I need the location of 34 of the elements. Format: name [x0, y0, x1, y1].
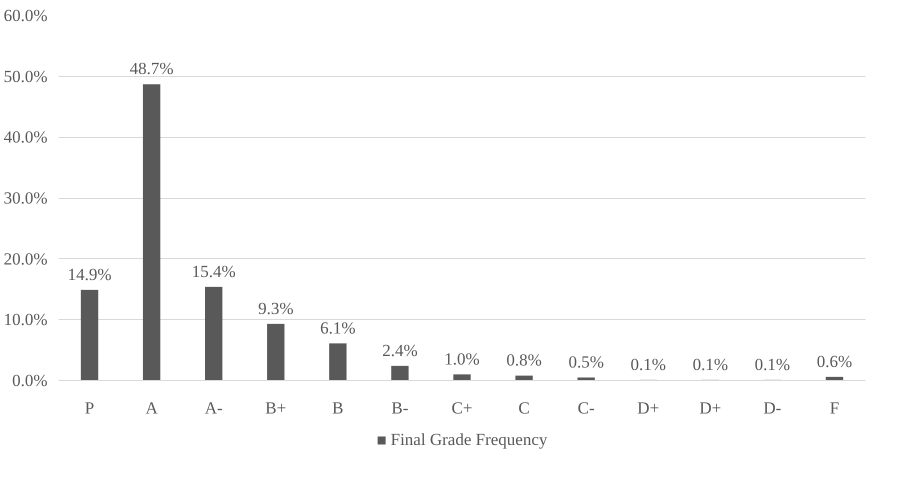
x-tick-label: P	[84, 398, 94, 418]
data-label: 2.4%	[382, 340, 418, 360]
y-tick-label: 30.0%	[4, 188, 48, 208]
x-tick-label: A	[145, 398, 158, 418]
data-label: 0.8%	[506, 350, 542, 370]
y-tick-label: 10.0%	[4, 310, 48, 330]
data-label: 15.4%	[192, 262, 236, 281]
data-label: 48.7%	[130, 59, 174, 78]
x-tick-label: A-	[204, 398, 223, 418]
x-tick-label: B+	[265, 398, 286, 418]
x-tick-label: C	[518, 398, 530, 418]
data-label: 0.1%	[630, 354, 666, 374]
x-tick-label: B	[332, 398, 344, 418]
x-tick-label: F	[830, 398, 840, 418]
x-tick-label: C-	[578, 398, 595, 418]
x-tick-label: D+	[699, 398, 722, 418]
data-label: 1.0%	[444, 349, 480, 368]
y-tick-label: 60.0%	[4, 6, 48, 25]
x-tick-label: C+	[452, 398, 472, 418]
data-label: 0.6%	[816, 352, 852, 371]
x-tick-label: B-	[391, 398, 409, 418]
data-label: 0.1%	[692, 354, 728, 374]
x-tick-label: D-	[763, 398, 782, 418]
x-tick-label: D+	[637, 398, 660, 418]
legend-label: Final Grade Frequency	[390, 430, 548, 450]
data-label: 0.1%	[754, 354, 790, 374]
data-label: 14.9%	[68, 264, 112, 284]
y-tick-label: 0.0%	[12, 371, 48, 390]
y-tick-label: 40.0%	[4, 128, 48, 147]
y-tick-label: 20.0%	[4, 249, 48, 268]
data-label: 9.3%	[258, 298, 294, 318]
data-label: 0.5%	[568, 352, 604, 372]
y-tick-label: 50.0%	[4, 66, 48, 86]
data-label: 6.1%	[320, 318, 356, 338]
